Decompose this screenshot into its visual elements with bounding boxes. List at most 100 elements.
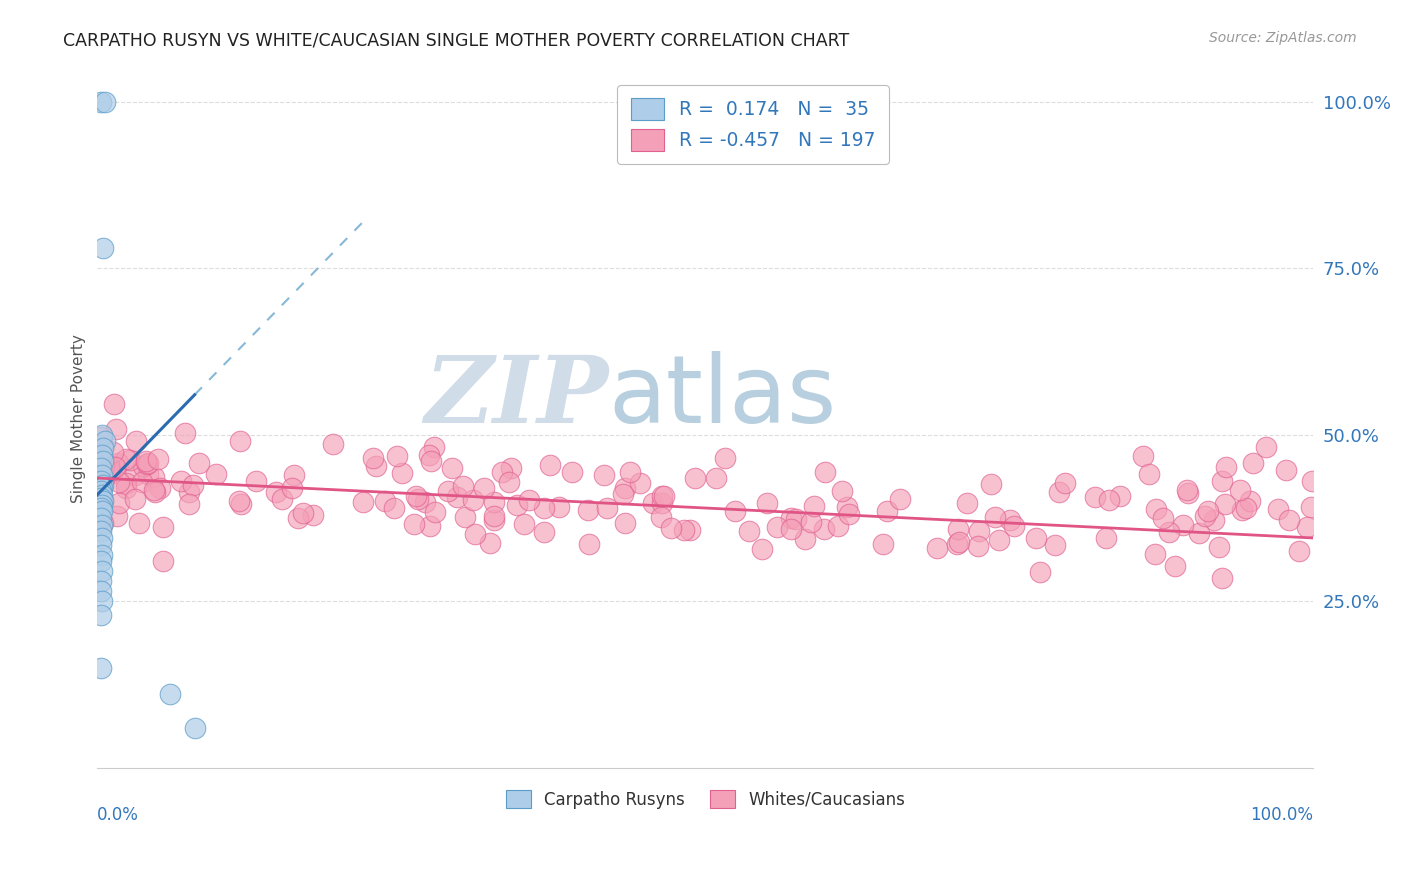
Point (1098, 492, 1121, 507)
Point (967, 539, 990, 553)
Point (107, 456, 129, 470)
Point (724, 504, 747, 518)
Point (91, 531, 114, 545)
Point (98, 458, 121, 473)
Point (998, 513, 1021, 527)
Point (1301, 500, 1323, 515)
Point (876, 504, 898, 518)
Point (619, 465, 641, 479)
Point (1275, 463, 1298, 477)
Point (90, 475, 112, 489)
Point (366, 458, 388, 473)
Point (506, 498, 529, 512)
Point (93, 434, 115, 449)
Point (813, 522, 835, 536)
Point (159, 688, 181, 702)
Point (612, 487, 634, 501)
Point (1002, 519, 1025, 533)
Point (93, 516, 115, 530)
Point (461, 492, 484, 507)
Point (90, 95, 112, 109)
Point (1194, 509, 1216, 524)
Point (90, 538, 112, 552)
Point (1053, 475, 1076, 490)
Point (1177, 485, 1199, 500)
Point (1230, 503, 1253, 517)
Point (479, 536, 502, 550)
Point (1143, 547, 1166, 561)
Point (1215, 459, 1237, 474)
Point (90, 607, 112, 622)
Point (90, 475, 112, 490)
Point (1211, 474, 1233, 488)
Point (1197, 504, 1219, 518)
Point (93, 441, 115, 455)
Point (90, 584, 112, 599)
Point (287, 511, 309, 525)
Point (406, 491, 429, 506)
Legend: Carpatho Rusyns, Whites/Caucasians: Carpatho Rusyns, Whites/Caucasians (499, 784, 911, 815)
Point (651, 496, 673, 510)
Point (548, 500, 571, 514)
Point (1204, 513, 1226, 527)
Text: Source: ZipAtlas.com: Source: ZipAtlas.com (1209, 31, 1357, 45)
Point (652, 489, 675, 503)
Point (90, 461, 112, 475)
Point (423, 440, 446, 454)
Point (1208, 541, 1230, 555)
Point (814, 465, 837, 479)
Point (578, 537, 600, 551)
Point (614, 516, 637, 531)
Point (1029, 565, 1052, 579)
Point (501, 461, 523, 475)
Point (945, 537, 967, 551)
Point (1175, 483, 1198, 498)
Point (827, 518, 849, 533)
Point (1239, 493, 1261, 508)
Text: atlas: atlas (607, 351, 837, 443)
Point (177, 484, 200, 499)
Point (613, 481, 636, 495)
Point (96, 459, 118, 474)
Point (1229, 483, 1251, 498)
Point (124, 491, 146, 506)
Point (838, 508, 860, 522)
Point (90, 511, 112, 525)
Point (650, 509, 672, 524)
Point (1278, 513, 1301, 527)
Point (91, 488, 114, 502)
Point (1025, 532, 1047, 546)
Point (561, 465, 583, 479)
Point (90, 449, 112, 463)
Point (283, 468, 305, 483)
Point (91, 448, 114, 462)
Point (799, 515, 821, 529)
Point (420, 454, 443, 468)
Point (641, 496, 664, 510)
Text: CARPATHO RUSYN VS WHITE/CAUCASIAN SINGLE MOTHER POVERTY CORRELATION CHART: CARPATHO RUSYN VS WHITE/CAUCASIAN SINGLE… (63, 31, 849, 49)
Point (229, 434, 252, 449)
Point (685, 470, 707, 484)
Point (418, 448, 440, 462)
Point (519, 492, 541, 507)
Point (1108, 489, 1130, 503)
Point (90, 487, 112, 501)
Point (1132, 449, 1154, 463)
Point (149, 481, 172, 495)
Point (105, 508, 128, 523)
Point (91, 504, 114, 518)
Point (352, 495, 374, 509)
Point (491, 465, 513, 479)
Point (436, 483, 458, 498)
Point (751, 542, 773, 557)
Point (1213, 497, 1236, 511)
Point (498, 475, 520, 489)
Point (780, 522, 803, 536)
Point (956, 495, 979, 509)
Point (391, 466, 413, 480)
Point (512, 516, 534, 531)
Point (766, 520, 789, 534)
Point (1144, 502, 1167, 516)
Point (108, 475, 131, 489)
Point (872, 537, 894, 551)
